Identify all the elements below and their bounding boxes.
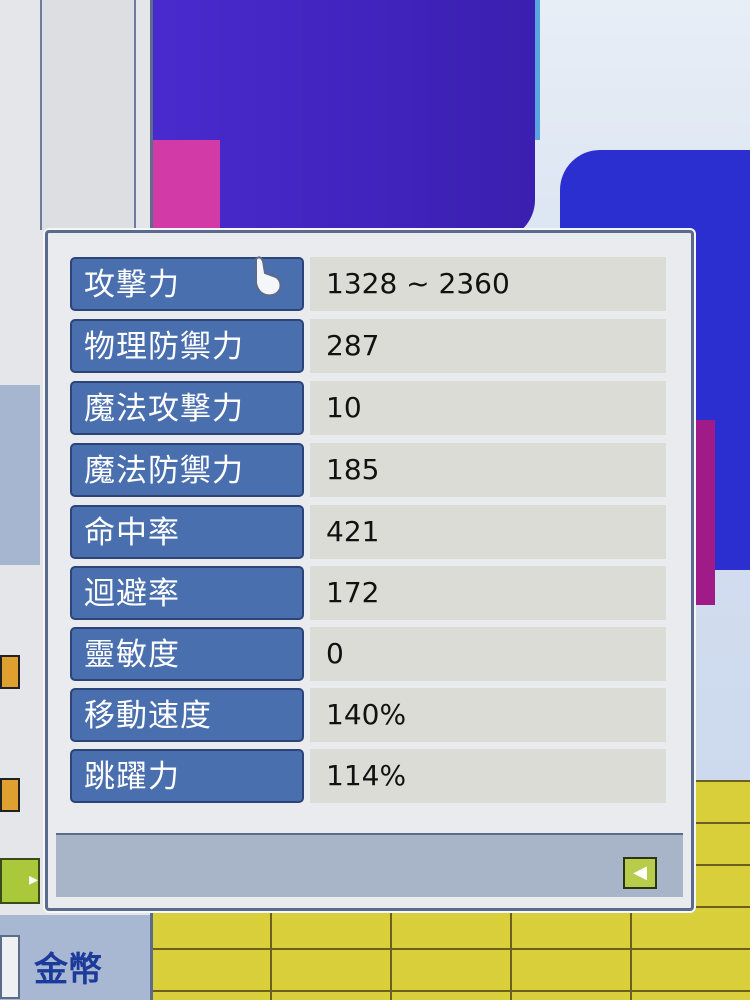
stat-row: 魔法攻撃力 10 [70,381,668,435]
detail-stats-window: 攻撃力 1328 ~ 2360 物理防禦力 287 魔法攻撃力 10 魔法防禦力 185… [45,230,694,911]
stat-label: 魔法防禦力 [70,443,304,497]
increase-button[interactable] [0,655,20,689]
stat-row: 魔法防禦力 185 [70,443,668,497]
stat-label: 靈敏度 [70,627,304,681]
stat-row: 命中率 421 [70,505,668,559]
stat-row: 攻撃力 1328 ~ 2360 [70,257,668,311]
stat-value: 140% [310,688,666,742]
pink-scenery [140,140,220,240]
increase-button[interactable] [0,778,20,812]
stat-value: 10 [310,381,666,435]
stat-value: 1328 ~ 2360 [310,257,666,311]
stat-value: 287 [310,319,666,373]
stat-row: 物理防禦力 287 [70,319,668,373]
stat-row: 跳躍力 114% [70,749,668,803]
stat-row: 迴避率 172 [70,566,668,620]
stat-value: 421 [310,505,666,559]
stat-label: 迴避率 [70,566,304,620]
chevron-right-icon: ▸ [28,869,38,890]
stat-label: 魔法攻撃力 [70,381,304,435]
left-window-strip [40,0,136,230]
stat-label: 物理防禦力 [70,319,304,373]
coin-box [0,935,20,999]
left-window-band [0,385,40,565]
coin-tab[interactable] [0,915,150,1000]
panel-footer: ◀ [56,833,683,897]
back-button[interactable]: ◀ [623,857,657,889]
coin-label: 金幣 [34,950,102,990]
hand-cursor-icon [255,256,282,297]
stat-label: 跳躍力 [70,749,304,803]
stat-value: 185 [310,443,666,497]
stat-value: 114% [310,749,666,803]
expand-button[interactable]: ▸ [0,858,40,904]
arrow-left-icon: ◀ [633,862,647,883]
stat-value: 0 [310,627,666,681]
stat-row: 靈敏度 0 [70,627,668,681]
stat-label: 移動速度 [70,688,304,742]
stat-row: 移動速度 140% [70,688,668,742]
stat-label: 命中率 [70,505,304,559]
stat-value: 172 [310,566,666,620]
